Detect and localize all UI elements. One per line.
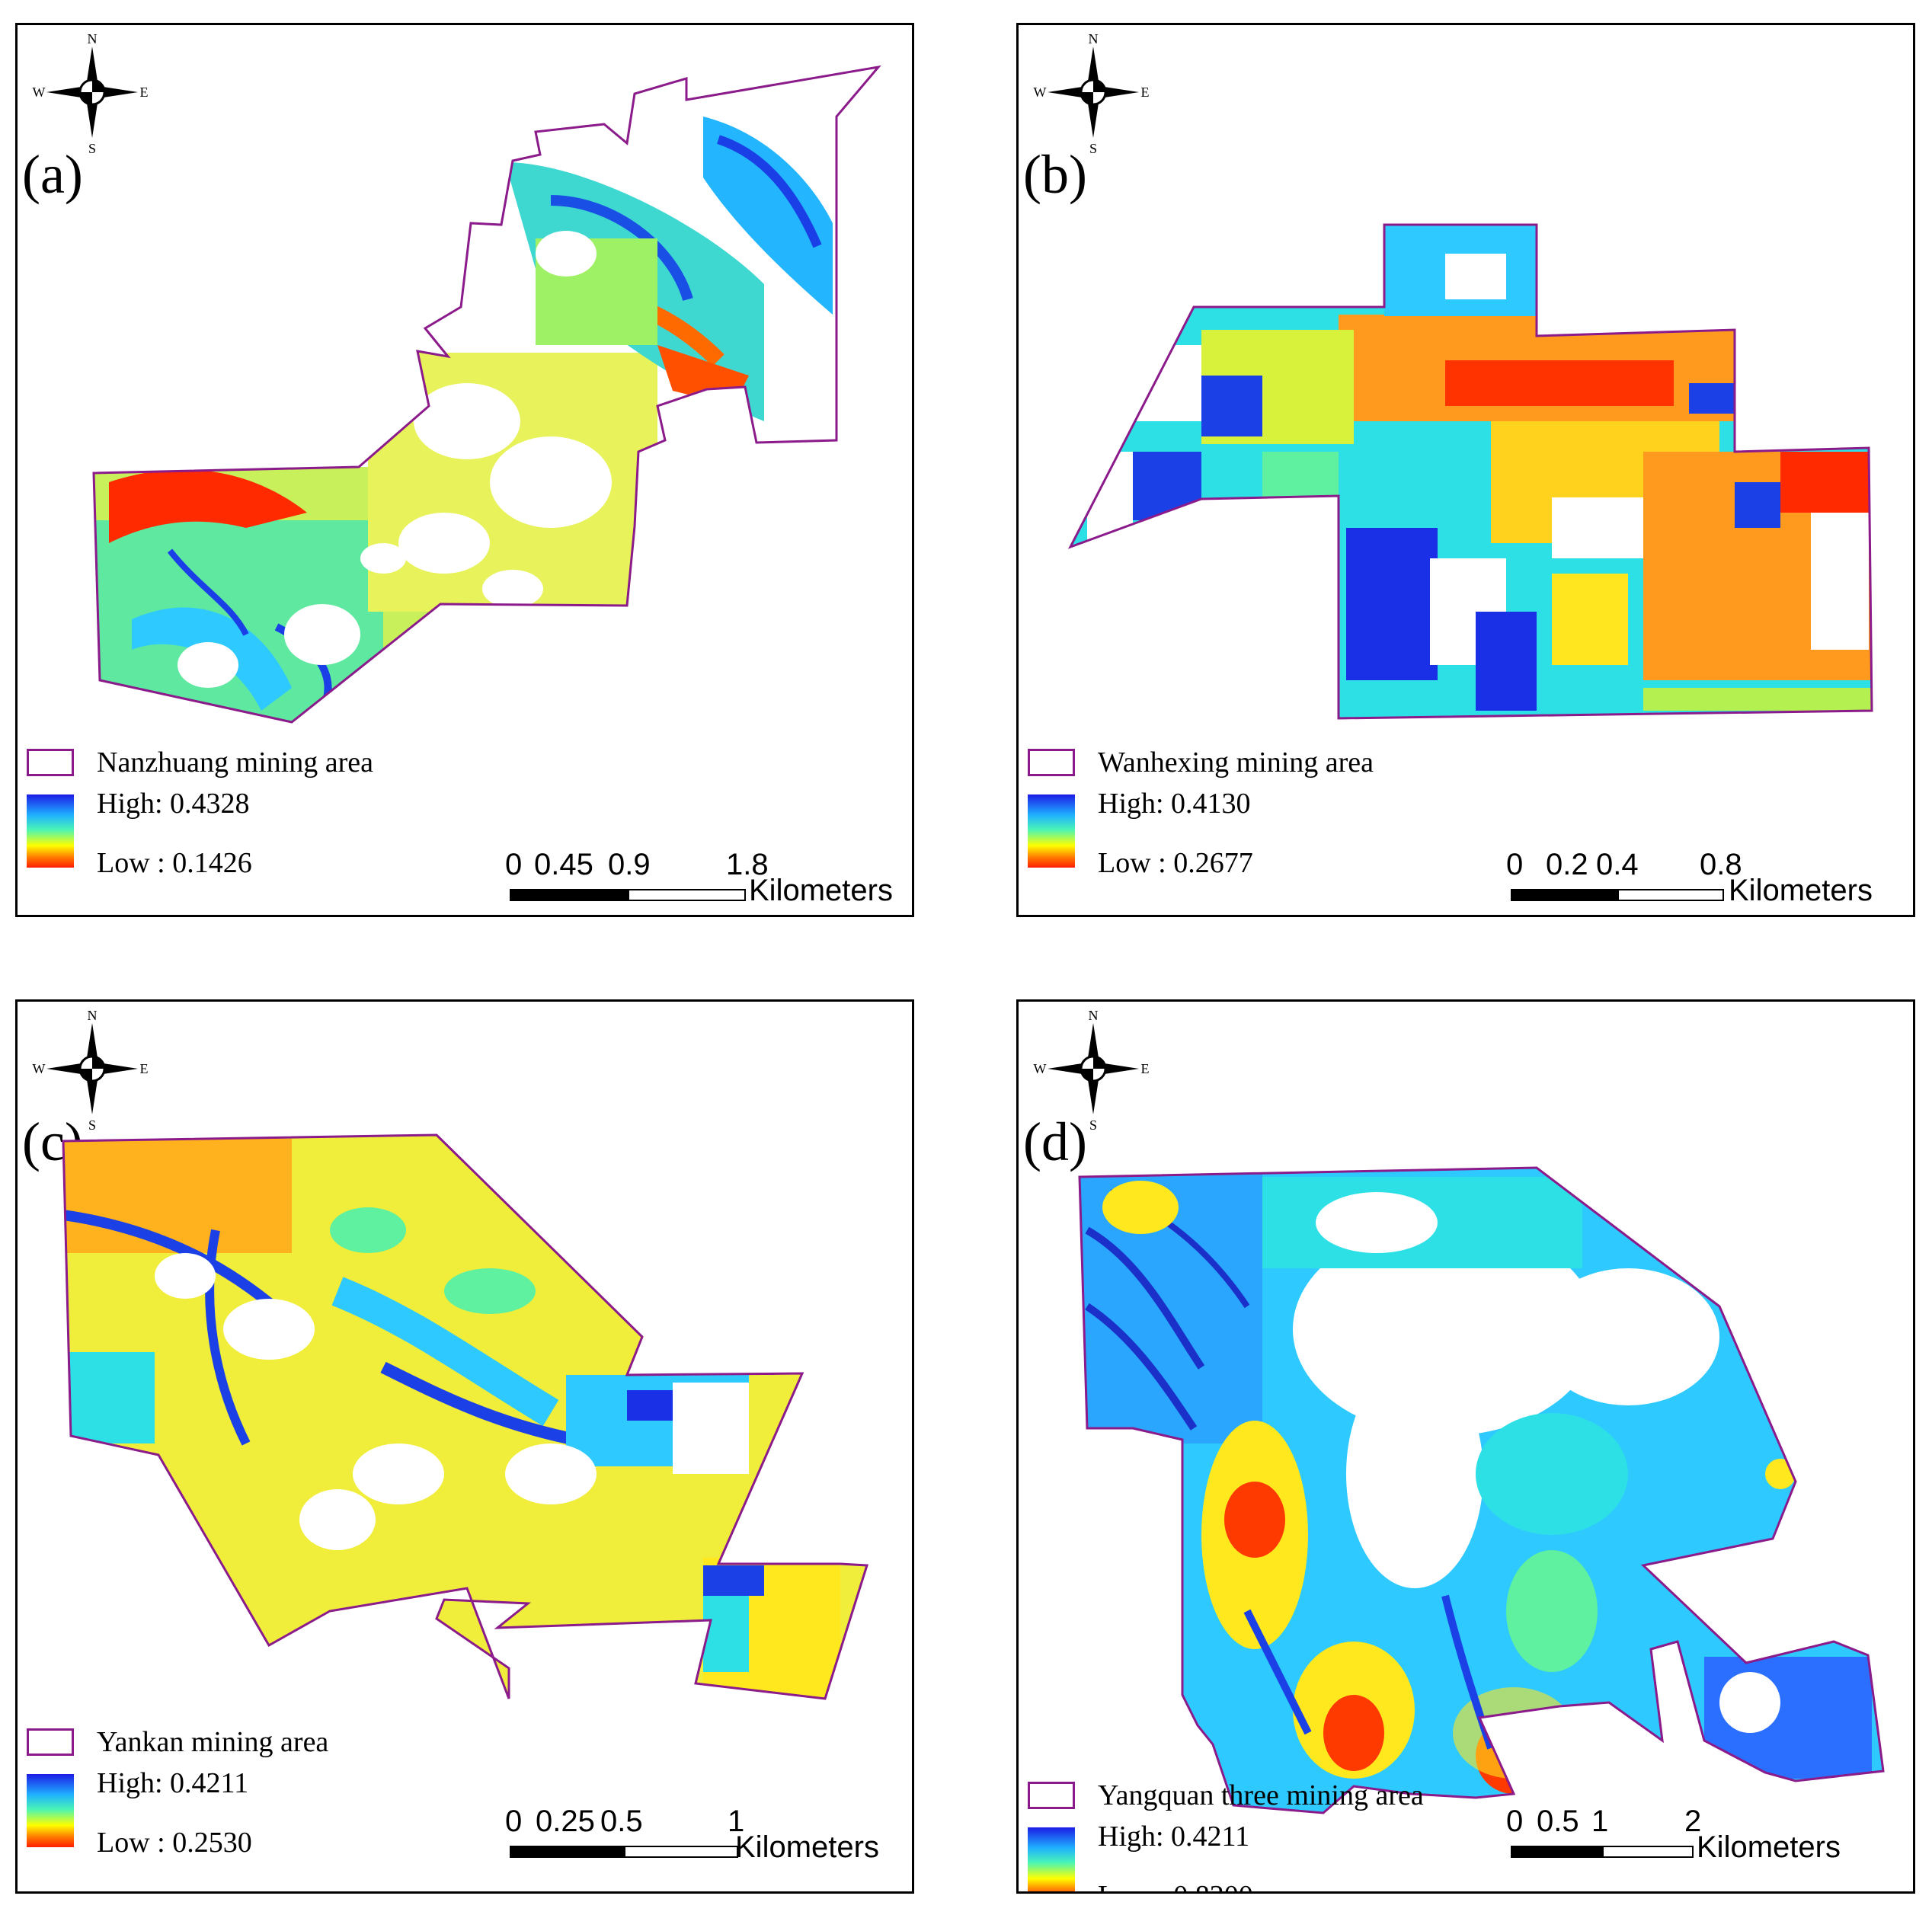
scale-bar-graphic xyxy=(510,1846,738,1858)
scale-tick: 0.5 xyxy=(1537,1805,1579,1838)
scale-bar-graphic xyxy=(1511,889,1724,901)
map-panel-b: N S E W (b) xyxy=(1016,23,1915,917)
scale-bar: 0 0.5 1 2 Kilometers xyxy=(1506,1805,1913,1888)
boundary-swatch xyxy=(1028,749,1075,776)
compass-w: W xyxy=(1034,1061,1047,1076)
compass-n: N xyxy=(1089,1008,1099,1023)
compass-n: N xyxy=(1089,31,1099,46)
compass-s: S xyxy=(88,141,96,153)
scale-unit: Kilometers xyxy=(1697,1830,1841,1864)
legend-low: Low : 0.2677 xyxy=(1098,847,1253,879)
legend-high: High: 0.4328 xyxy=(97,788,250,820)
panel-label: (d) xyxy=(1023,1111,1087,1172)
map-panel-c: N S E W (c) xyxy=(15,999,914,1894)
legend: Yankan mining area High: 0.4211 Low : 0.… xyxy=(27,1726,560,1881)
north-arrow-icon: N S E W xyxy=(1032,1008,1154,1133)
color-ramp xyxy=(1028,1827,1075,1891)
scale-tick: 0.45 xyxy=(534,848,593,881)
scale-unit: Kilometers xyxy=(749,874,893,907)
scale-tick: 0.2 xyxy=(1546,848,1588,881)
compass-w: W xyxy=(33,85,46,100)
compass-s: S xyxy=(88,1117,96,1130)
north-arrow-icon: N S E W xyxy=(31,1008,153,1133)
scale-unit: Kilometers xyxy=(735,1830,879,1864)
scale-tick: 0 xyxy=(505,848,523,881)
compass-e: E xyxy=(140,85,149,100)
compass-e: E xyxy=(1141,1061,1150,1076)
legend: Nanzhuang mining area High: 0.4328 Low :… xyxy=(27,746,560,901)
boundary-swatch xyxy=(27,1728,74,1756)
compass-n: N xyxy=(88,1008,98,1023)
scale-tick: 1 xyxy=(728,1805,745,1838)
legend-area-name: Yankan mining area xyxy=(97,1726,329,1758)
compass-s: S xyxy=(1089,141,1097,153)
color-ramp xyxy=(27,794,74,868)
scale-bar: 0 0.25 0.5 1 Kilometers xyxy=(505,1805,912,1888)
scale-bar: 0 0.2 0.4 0.8 Kilometers xyxy=(1506,848,1913,915)
boundary-swatch xyxy=(27,749,74,776)
scale-tick: 0.4 xyxy=(1596,848,1639,881)
boundary-swatch xyxy=(1028,1782,1075,1809)
scale-tick: 0.5 xyxy=(600,1805,643,1838)
legend-area-name: Wanhexing mining area xyxy=(1098,746,1374,778)
raster-map-d xyxy=(1078,1166,1885,1814)
north-arrow-icon: N S E W xyxy=(1032,31,1154,156)
compass-n: N xyxy=(88,31,98,46)
scale-bar: 0 0.45 0.9 1.8 Kilometers xyxy=(505,848,912,915)
panel-label: (a) xyxy=(22,144,83,205)
map-panel-d: N S E W (d) xyxy=(1016,999,1915,1894)
scale-tick: 0.9 xyxy=(608,848,651,881)
legend: Wanhexing mining area High: 0.4130 Low :… xyxy=(1028,746,1561,901)
compass-w: W xyxy=(1034,85,1047,100)
compass-e: E xyxy=(1141,85,1150,100)
north-arrow-icon: N S E W xyxy=(31,31,153,156)
legend-high: High: 0.4211 xyxy=(1098,1821,1250,1853)
map-panel-a: N S E W (a) xyxy=(15,23,914,917)
legend-low: Low : 0.8200 xyxy=(1098,1879,1253,1891)
scale-bar-graphic xyxy=(510,889,746,901)
compass-w: W xyxy=(33,1061,46,1076)
raster-map-a xyxy=(92,65,881,724)
legend-low: Low : 0.2530 xyxy=(97,1827,252,1859)
scale-tick: 1 xyxy=(1591,1805,1609,1838)
panel-label: (b) xyxy=(1023,144,1087,205)
compass-s: S xyxy=(1089,1117,1097,1130)
color-ramp xyxy=(1028,794,1075,868)
legend-low: Low : 0.1426 xyxy=(97,847,252,879)
legend-high: High: 0.4211 xyxy=(97,1767,249,1799)
scale-tick: 0.25 xyxy=(536,1805,595,1838)
legend: Yangquan three mining area High: 0.4211 … xyxy=(1028,1779,1561,1891)
color-ramp xyxy=(27,1774,74,1847)
legend-high: High: 0.4130 xyxy=(1098,788,1251,820)
raster-map-b xyxy=(1067,223,1873,720)
scale-tick: 0 xyxy=(1506,1805,1524,1838)
legend-area-name: Nanzhuang mining area xyxy=(97,746,373,778)
scale-tick: 0 xyxy=(505,1805,523,1838)
scale-tick: 0 xyxy=(1506,848,1524,881)
scale-tick: 1.8 xyxy=(726,848,769,881)
scale-bar-graphic xyxy=(1511,1846,1694,1858)
legend-area-name: Yangquan three mining area xyxy=(1098,1779,1424,1811)
raster-map-c xyxy=(62,1133,869,1700)
compass-e: E xyxy=(140,1061,149,1076)
scale-tick: 2 xyxy=(1684,1805,1702,1838)
scale-tick: 0.8 xyxy=(1700,848,1742,881)
scale-unit: Kilometers xyxy=(1729,874,1873,907)
